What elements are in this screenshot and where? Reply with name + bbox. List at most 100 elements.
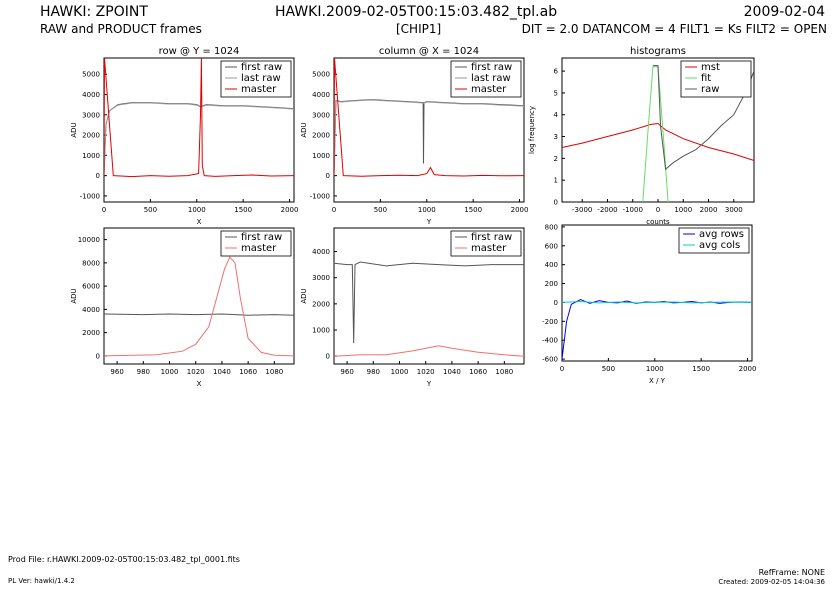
- y-axis-label: ADU: [70, 288, 78, 303]
- y-tick-label: 10000: [78, 236, 100, 244]
- y-tick-label: 200: [545, 280, 558, 288]
- y-tick-label: -200: [542, 318, 558, 326]
- header-center-title: HAWKI.2009-02-05T00:15:03.482_tpl.ab: [275, 4, 558, 20]
- legend-label: first raw: [241, 232, 282, 243]
- chart-averages-panel: 0 500 1000 1500 2000 -600 -400 -200 0 200 400 600 80…: [520, 220, 770, 390]
- plot-frame: [561, 224, 753, 362]
- y-tick-label: 2000: [312, 300, 330, 308]
- header-left-subtitle: RAW and PRODUCT frames: [40, 22, 202, 36]
- x-tick-label: 960: [110, 368, 123, 376]
- header-center-subtitle: [CHIP1]: [396, 22, 442, 36]
- y-tick-label: 1000: [312, 152, 330, 160]
- y-tick-label: 0: [554, 299, 558, 307]
- plot-frame: [333, 227, 525, 365]
- y-tick-label: 400: [545, 261, 558, 269]
- legend-box: [220, 60, 292, 98]
- x-tick-label: 0: [656, 206, 660, 214]
- x-tick-label: 1080: [495, 368, 513, 376]
- header-left-title: HAWKI: ZPOINT: [40, 4, 148, 20]
- y-tick-label: 800: [545, 223, 558, 231]
- legend-label: first raw: [471, 62, 512, 73]
- y-tick-label: 6000: [82, 283, 100, 291]
- x-tick-label: 1000: [161, 368, 179, 376]
- y-tick-label: 2: [554, 155, 558, 163]
- y-tick-label: 0: [96, 352, 100, 360]
- y-tick-label: 6: [554, 68, 559, 76]
- x-tick-label: 1040: [443, 368, 461, 376]
- y-tick-label: 2000: [312, 132, 330, 140]
- x-tick-label: 2000: [700, 206, 718, 214]
- y-tick-label: 5: [554, 89, 558, 97]
- legend-box: [678, 227, 750, 254]
- y-tick-label: 4000: [82, 91, 100, 99]
- x-tick-label: 1000: [418, 206, 436, 214]
- y-tick-label: 1: [554, 177, 558, 185]
- y-tick-label: 0: [326, 353, 330, 361]
- legend-box: [220, 230, 292, 257]
- chart-histograms: histograms -3000 -2000 -1000 0 1000 2000 3000 0 1…: [528, 46, 755, 226]
- y-tick-label: 0: [96, 172, 100, 180]
- header-right-title: 2009-02-04: [743, 4, 825, 20]
- x-axis-label: counts: [646, 218, 670, 226]
- header-right-subtitle: DIT = 2.0 DATANCOM = 4 FILT1 = Ks FILT2 …: [521, 22, 827, 36]
- chart-column-zoom-panel: 960 980 1000 1020 1040 1060 1080 0 1000 2000 3000 4…: [290, 220, 540, 390]
- x-tick-label: 1060: [239, 368, 257, 376]
- legend-label: master: [471, 84, 507, 95]
- x-tick-label: 2000: [281, 206, 299, 214]
- x-tick-label: 0: [332, 206, 336, 214]
- x-tick-label: -2000: [597, 206, 617, 214]
- chart-title: row @ Y = 1024: [159, 46, 240, 57]
- y-tick-label: 5000: [82, 71, 100, 79]
- x-tick-label: 1080: [265, 368, 283, 376]
- y-tick-label: 0: [326, 172, 330, 180]
- x-tick-label: 1020: [187, 368, 205, 376]
- x-tick-label: 980: [137, 368, 150, 376]
- series-line-master: [104, 58, 294, 178]
- series-line-last-raw: [334, 99, 524, 176]
- plot-frame: [103, 227, 295, 365]
- x-axis-label: Y: [426, 380, 432, 388]
- y-tick-label: 2000: [82, 132, 100, 140]
- y-axis-label: ADU: [300, 122, 308, 137]
- y-tick-label: 3000: [312, 111, 330, 119]
- y-tick-label: 4000: [312, 248, 330, 256]
- x-tick-label: 1000: [674, 206, 692, 214]
- x-tick-label: 1500: [692, 365, 710, 373]
- x-tick-label: 1500: [464, 206, 482, 214]
- legend-label: last raw: [471, 73, 511, 84]
- series-line-mst: [562, 122, 754, 161]
- legend-label: last raw: [241, 73, 281, 84]
- legend-label: master: [241, 84, 277, 95]
- x-tick-label: 1000: [646, 365, 664, 373]
- x-axis-label: X / Y: [649, 377, 666, 385]
- x-tick-label: 960: [340, 368, 353, 376]
- legend-label: first raw: [241, 62, 282, 73]
- footer-ref-frame: RefFrame: NONE: [758, 568, 825, 577]
- x-tick-label: 2000: [739, 365, 757, 373]
- series-line-first-raw: [334, 99, 524, 176]
- x-tick-label: 1500: [234, 206, 252, 214]
- y-tick-label: 4000: [82, 306, 100, 314]
- y-tick-label: 1000: [312, 327, 330, 335]
- series-line-master: [334, 58, 524, 177]
- x-tick-label: 500: [374, 206, 387, 214]
- x-axis-label: Y: [426, 218, 432, 226]
- legend-label: raw: [701, 84, 719, 95]
- y-tick-label: -1000: [310, 192, 330, 200]
- legend-label: avg rows: [699, 229, 744, 240]
- x-tick-label: -1000: [623, 206, 643, 214]
- y-tick-label: 8000: [82, 259, 100, 267]
- series-line-last-raw: [104, 102, 294, 176]
- y-tick-label: 5000: [312, 71, 330, 79]
- chart-row-zoom-panel: 960 980 1000 1020 1040 1060 1080 0 2000 4000 6000 8…: [60, 220, 310, 390]
- x-tick-label: 0: [560, 365, 564, 373]
- legend-label: fit: [701, 73, 711, 84]
- y-tick-label: -600: [542, 356, 558, 364]
- legend-label: mst: [701, 62, 720, 73]
- y-tick-label: 2000: [82, 329, 100, 337]
- series-line-master: [334, 345, 524, 357]
- y-tick-label: 3000: [82, 111, 100, 119]
- y-tick-label: 1000: [82, 152, 100, 160]
- legend-label: avg cols: [699, 240, 740, 251]
- legend-label: first raw: [471, 232, 512, 243]
